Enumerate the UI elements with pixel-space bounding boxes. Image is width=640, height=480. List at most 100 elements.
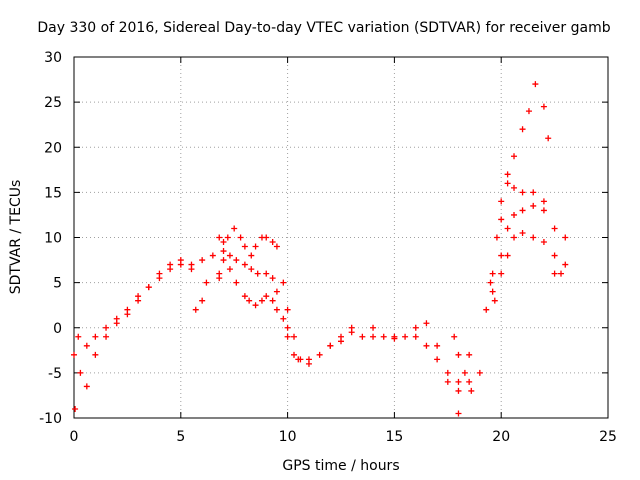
data-point [451, 333, 458, 340]
data-point [380, 333, 387, 340]
data-point [263, 293, 270, 300]
data-point [269, 239, 276, 246]
data-point [491, 297, 498, 304]
y-tick-label: 15 [44, 185, 62, 201]
data-point [316, 351, 323, 358]
y-tick-label: 5 [53, 276, 62, 292]
series-track-11 [491, 229, 565, 304]
data-point [192, 306, 199, 313]
data-point [209, 252, 216, 259]
data-point [434, 356, 441, 363]
data-point [444, 369, 451, 376]
data-point [177, 261, 184, 268]
x-tick-label: 0 [70, 429, 79, 445]
data-point [476, 369, 483, 376]
data-point [284, 333, 291, 340]
data-point [103, 324, 110, 331]
data-point [135, 293, 142, 300]
data-point [423, 320, 430, 327]
data-point [511, 211, 518, 218]
data-point [220, 239, 227, 246]
data-point [455, 387, 462, 394]
x-tick-label: 10 [279, 429, 297, 445]
data-point [269, 297, 276, 304]
data-point [252, 243, 259, 250]
data-point [241, 261, 248, 268]
data-point [412, 324, 419, 331]
data-point [540, 239, 547, 246]
data-point [391, 333, 398, 340]
data-point [359, 333, 366, 340]
chart-title: Day 330 of 2016, Sidereal Day-to-day VTE… [37, 20, 610, 36]
data-point [291, 333, 298, 340]
data-point [252, 302, 259, 309]
data-point [199, 257, 206, 264]
series-isolated [72, 135, 552, 417]
data-point [455, 351, 462, 358]
x-tick-label: 25 [599, 429, 617, 445]
data-point [461, 369, 468, 376]
data-point [504, 252, 511, 259]
data-point [504, 171, 511, 178]
data-point [540, 198, 547, 205]
data-point [273, 288, 280, 295]
data-point [233, 279, 240, 286]
data-point [83, 342, 90, 349]
series-track-4 [216, 248, 298, 358]
data-point [498, 252, 505, 259]
y-tick-label: -10 [39, 411, 62, 427]
data-point [167, 266, 174, 273]
series-track-2 [75, 261, 195, 349]
data-point [558, 270, 565, 277]
data-points [71, 81, 569, 417]
y-tick-label: 10 [44, 231, 62, 247]
data-point [103, 333, 110, 340]
data-point [519, 126, 526, 133]
data-point [77, 369, 84, 376]
data-point [511, 153, 518, 160]
data-point [71, 351, 77, 358]
series-track-5 [216, 257, 291, 331]
data-point [284, 324, 291, 331]
data-point [220, 257, 227, 264]
data-point [246, 297, 253, 304]
data-point [551, 270, 558, 277]
data-point [226, 266, 233, 273]
data-point [489, 270, 496, 277]
data-point [216, 234, 223, 241]
data-point [241, 243, 248, 250]
data-point [156, 275, 163, 282]
data-point [504, 180, 511, 187]
grid [74, 57, 608, 418]
data-point [562, 261, 569, 268]
data-point [466, 351, 473, 358]
data-point [231, 225, 238, 232]
series-track-9 [487, 180, 569, 286]
data-point [305, 356, 312, 363]
data-point [519, 229, 526, 236]
x-axis-label: GPS time / hours [282, 458, 399, 474]
data-point [423, 342, 430, 349]
data-point [258, 297, 265, 304]
data-point [498, 270, 505, 277]
data-point [224, 234, 231, 241]
data-point [280, 279, 287, 286]
axis-ticks: 0 5 10 15 20 25 -10 -5 0 5 10 15 20 25 30 [39, 50, 617, 445]
data-point [273, 306, 280, 313]
data-point [348, 324, 355, 331]
data-point [525, 108, 532, 115]
y-tick-label: -5 [48, 366, 62, 382]
data-point [113, 315, 120, 322]
data-point [532, 81, 539, 88]
x-tick-label: 5 [176, 429, 185, 445]
series-track-10 [489, 202, 569, 295]
data-point [254, 270, 261, 277]
data-point [327, 342, 334, 349]
series-track-8 [451, 81, 547, 394]
y-tick-label: 20 [44, 140, 62, 156]
data-point [83, 383, 90, 390]
data-point [199, 297, 206, 304]
data-point [498, 216, 505, 223]
data-point [489, 288, 496, 295]
